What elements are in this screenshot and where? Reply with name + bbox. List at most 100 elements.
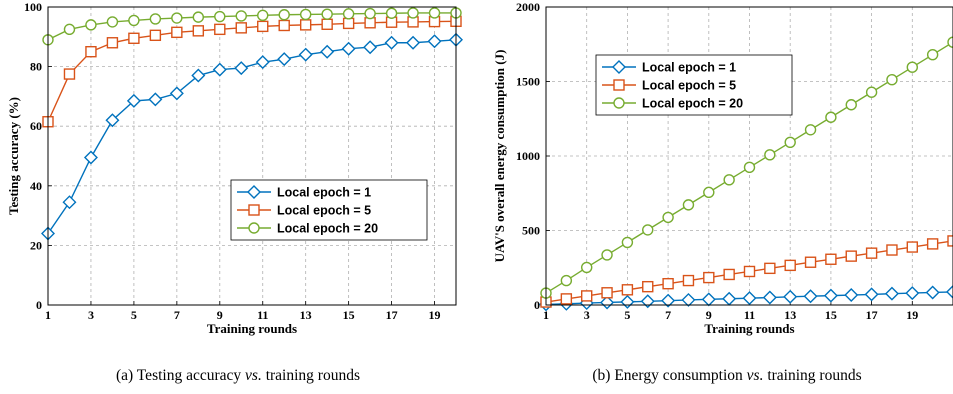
b-point-s1-14 — [825, 253, 837, 265]
b-point-s2-19 — [926, 48, 939, 61]
b-xtick-label: 1 — [543, 308, 549, 322]
b-legend-label-2: Local epoch = 20 — [642, 97, 743, 111]
a-xtick-label: 5 — [131, 308, 137, 322]
a-point-s0-16 — [384, 35, 399, 50]
a-point-s2-7 — [192, 11, 205, 23]
b-point-s1-4 — [621, 284, 634, 296]
a-point-s0-10 — [255, 55, 270, 70]
a-ytick-label: 80 — [30, 60, 42, 74]
b-point-s2-15 — [845, 99, 857, 111]
a-xtick-label: 13 — [300, 308, 312, 322]
a-y-axis-title: Testing accuracy (%) — [6, 97, 21, 215]
b-point-s2-3 — [601, 249, 613, 261]
b-point-s1-13 — [804, 256, 817, 268]
b-point-s0-17 — [884, 286, 899, 301]
a-point-s0-3 — [105, 113, 120, 128]
a-point-s2-12 — [299, 8, 312, 21]
a-point-s2-14 — [342, 8, 355, 20]
a-point-s2-3 — [106, 16, 119, 28]
b-legend-box — [595, 54, 793, 116]
b-point-s1-18 — [906, 241, 918, 253]
a-xtick-label: 1 — [45, 308, 51, 322]
a-xtick-label: 9 — [217, 308, 223, 322]
a-point-s0-11 — [277, 52, 292, 67]
b-xtick-label: 11 — [744, 308, 755, 322]
a-point-s2-9 — [235, 10, 247, 22]
a-point-s2-10 — [257, 9, 269, 22]
b-point-s1-10 — [743, 265, 756, 278]
a-x-axis-title: Training rounds — [207, 321, 297, 336]
a-point-s2-8 — [214, 10, 226, 23]
b-point-s2-12 — [784, 136, 796, 148]
b-xtick-label: 9 — [706, 308, 712, 322]
b-x-axis-title: Training rounds — [704, 321, 794, 336]
b-point-s2-16 — [865, 86, 878, 98]
chart-energy-consumption: 1 3 5 7 9 11 13 15 17 190500100015002000Training … — [492, 0, 953, 336]
a-point-s1-5 — [149, 29, 162, 42]
a-point-s0-1 — [62, 195, 77, 210]
a-point-s1-7 — [192, 25, 205, 37]
b-ytick-label: 1000 — [516, 149, 540, 163]
b-point-s1-6 — [662, 277, 674, 290]
b-point-s1-11 — [764, 262, 776, 275]
a-point-s0-17 — [406, 35, 421, 50]
b-point-s2-9 — [723, 174, 735, 186]
a-point-s0-7 — [191, 68, 206, 83]
a-xtick-label: 7 — [174, 308, 180, 322]
a-point-s2-6 — [171, 12, 183, 24]
b-y-axis-title: UAV'S overall energy consumption (J) — [492, 50, 507, 263]
a-ytick-label: 40 — [30, 179, 42, 193]
b-point-s1-2 — [581, 290, 593, 302]
a-point-s0-9 — [234, 61, 249, 76]
b-point-s0-10 — [742, 291, 757, 306]
a-xtick-label: 15 — [343, 308, 355, 322]
a-point-s2-13 — [321, 8, 333, 20]
b-legend-marker-0 — [612, 60, 626, 74]
b-point-s1-8 — [703, 271, 715, 284]
b-point-s2-11 — [764, 149, 776, 161]
b-ytick-label: 0 — [534, 298, 540, 312]
b-legend-marker-1 — [613, 79, 625, 91]
a-point-s1-2 — [85, 46, 97, 58]
b-xtick-label: 19 — [906, 308, 918, 322]
b-point-s0-11 — [762, 290, 777, 305]
a-xtick-label: 3 — [88, 308, 94, 322]
a-ytick-label: 20 — [30, 238, 42, 252]
a-point-s2-15 — [364, 7, 376, 20]
b-point-s0-5 — [640, 294, 655, 309]
a-point-s2-16 — [385, 7, 398, 19]
b-legend-marker-2 — [613, 97, 625, 109]
a-point-s0-4 — [126, 93, 141, 108]
b-point-s1-16 — [865, 247, 878, 259]
b-xtick-label: 3 — [584, 308, 590, 322]
b-xtick-label: 5 — [624, 308, 630, 322]
b-point-s1-1 — [560, 293, 573, 305]
b-point-s0-20 — [946, 284, 953, 299]
a-point-s1-3 — [106, 37, 119, 49]
a-point-s2-18 — [428, 7, 441, 19]
b-point-s2-17 — [886, 74, 898, 86]
b-axes-frame — [545, 6, 953, 306]
a-ytick-label: 0 — [36, 298, 42, 312]
a-point-s0-14 — [341, 41, 356, 56]
a-axes-frame — [47, 6, 457, 306]
b-ytick-label: 1500 — [516, 75, 540, 89]
b-point-s0-13 — [803, 289, 818, 304]
a-plot-area — [48, 7, 456, 305]
a-legend-marker-0 — [247, 185, 261, 199]
a-legend-marker-1 — [248, 204, 260, 216]
b-point-s2-20 — [947, 36, 953, 48]
b-point-s1-3 — [601, 287, 613, 299]
b-point-s2-18 — [906, 61, 918, 73]
a-point-s0-6 — [169, 86, 184, 101]
a-point-s1-6 — [171, 26, 183, 39]
b-point-s2-10 — [743, 161, 756, 174]
b-point-s2-2 — [581, 261, 593, 274]
a-legend-label-2: Local epoch = 20 — [277, 222, 378, 236]
b-point-s1-19 — [926, 238, 939, 250]
a-point-s2-17 — [407, 7, 419, 19]
b-point-s2-14 — [825, 111, 837, 123]
b-point-s0-14 — [823, 288, 838, 303]
